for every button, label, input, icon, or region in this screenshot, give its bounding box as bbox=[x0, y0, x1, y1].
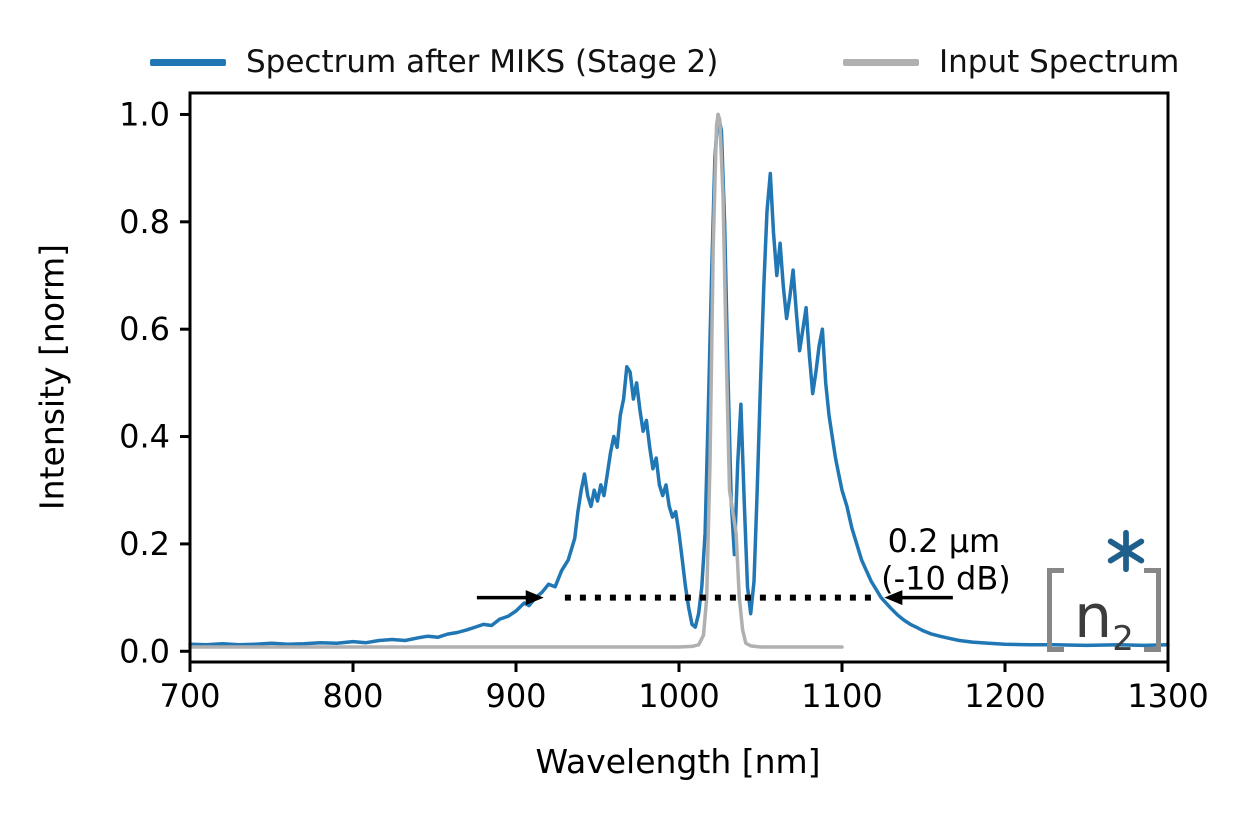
logo-bracket-left-icon bbox=[1047, 568, 1064, 652]
x-tick-label: 1200 bbox=[964, 677, 1045, 715]
annotation-text-0: 0.2 μm bbox=[888, 522, 1001, 560]
logo-bracket-right-icon bbox=[1144, 568, 1161, 652]
series-line-0 bbox=[188, 112, 1170, 648]
x-tick-label: 700 bbox=[159, 677, 220, 715]
fwhm-arrow-head-0 bbox=[525, 590, 544, 606]
series-line-1 bbox=[188, 112, 844, 649]
legend-swatch-blue bbox=[150, 58, 226, 66]
x-tick-label: 1100 bbox=[801, 677, 882, 715]
x-tick-label: 1000 bbox=[638, 677, 719, 715]
legend-swatch-gray bbox=[843, 58, 919, 66]
x-axis-label: Wavelength [nm] bbox=[535, 742, 821, 781]
logo-letter: n bbox=[1074, 582, 1113, 652]
logo-text: n2 bbox=[1047, 587, 1161, 656]
legend-label: Input Spectrum bbox=[939, 44, 1180, 80]
x-tick-label: 1300 bbox=[1127, 677, 1208, 715]
annotation-text-1: (-10 dB) bbox=[881, 560, 1011, 598]
x-tick-label: 800 bbox=[322, 677, 383, 715]
y-tick-label: 0.2 bbox=[119, 525, 170, 563]
n2-photonics-logo: n2 bbox=[1047, 529, 1161, 656]
legend-label: Spectrum after MIKS (Stage 2) bbox=[246, 44, 719, 80]
y-tick-label: 0.0 bbox=[119, 632, 170, 670]
y-tick-label: 0.8 bbox=[119, 203, 170, 241]
y-tick-label: 0.4 bbox=[119, 418, 170, 456]
legend-item-miks-spectrum: Spectrum after MIKS (Stage 2) bbox=[150, 42, 718, 82]
y-tick-label: 0.6 bbox=[119, 310, 170, 348]
y-tick-label: 1.0 bbox=[119, 95, 170, 133]
axes-frame bbox=[188, 91, 1170, 664]
fwhm-arrow-head-1 bbox=[884, 590, 903, 606]
legend-item-input-spectrum: Input Spectrum bbox=[843, 42, 1179, 82]
asterisk-star-icon bbox=[1107, 529, 1145, 573]
x-tick-label: 900 bbox=[485, 677, 546, 715]
logo-subscript: 2 bbox=[1112, 619, 1134, 659]
y-axis-label: Intensity [norm] bbox=[32, 243, 72, 511]
